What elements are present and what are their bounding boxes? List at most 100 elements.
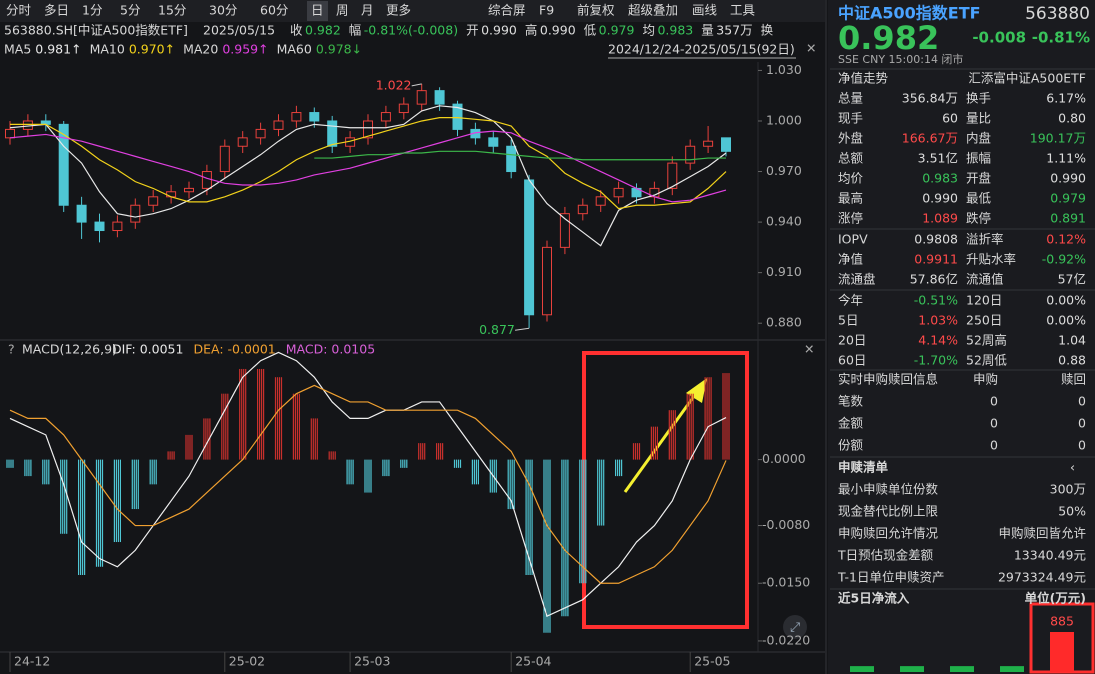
toolbar-tab[interactable]: 周 [336,3,349,18]
quote-value: 0.88 [1058,353,1086,368]
high-pointer [411,83,422,87]
ma-line [9,105,727,247]
quote-value: 6.17% [1046,91,1086,106]
flow-bar [850,666,874,672]
candle-body [219,145,230,173]
section-title: 申赎清单 [838,460,889,475]
toolbar-tab[interactable]: 更多 [386,3,411,18]
quote-label: IOPV [838,232,868,247]
expand-icon[interactable]: ⤢ [790,621,800,636]
candle-body [237,137,248,147]
row-label: 份额 [838,438,864,453]
market-status: SSE CNY 15:00:14 闭市 [838,52,963,66]
quote-label: 总额 [838,151,864,166]
ma-value: 0.978↓ [316,42,362,57]
row-value: 0 [1078,438,1086,453]
quote-panel-bg [828,0,1095,674]
candle-body [542,246,552,316]
flow-bar [1000,666,1024,672]
date: 2025/05/15 [203,23,275,38]
y-tick-label: 1.000 [766,112,802,127]
toolbar-button[interactable]: 超级叠加 [628,3,678,18]
fund-code: 563880 [1025,4,1090,24]
candle-body [559,213,570,248]
nav-link[interactable]: 净值走势 [838,71,889,86]
toolbar-button[interactable]: 前复权 [577,3,615,18]
y-tick-label: 0.880 [766,315,802,330]
quote-label: 52周低 [966,353,1007,368]
row-label: 笔数 [838,394,864,409]
quote-value: 0.9911 [914,252,958,267]
date-range: 2024/12/24-2025/05/15(92日) [608,42,795,57]
toolbar-button[interactable]: 画线 [692,3,718,18]
row-label: T日预估现金差额 [837,548,934,563]
candle-body [613,187,624,198]
candle-body [130,204,141,223]
y-tick-label: -0.0080 [762,517,810,532]
arrow [623,391,699,493]
quote-label: 总量 [838,91,863,106]
quote-value: 1.11% [1046,151,1086,166]
collapse-icon[interactable]: ‹ [1070,460,1075,475]
info-value: 0.990 [481,23,517,38]
toolbar-tab[interactable]: 月 [361,3,374,18]
ma-line [314,150,726,161]
toolbar-tab[interactable]: 15分 [158,3,186,18]
toolbar-tab[interactable]: 多日 [44,3,69,18]
toolbar-button[interactable]: 工具 [730,3,756,18]
close-icon[interactable]: ✕ [804,342,814,357]
quote-value: 0.983 [922,171,958,186]
col-header: 申购 [973,372,998,387]
expand-button[interactable] [783,615,807,639]
x-tick-label: 24-12 [14,654,50,669]
info-value: -0.81%(-0.008) [364,23,458,38]
row-label: 金额 [838,416,864,431]
info-value: 0.979 [599,23,635,38]
quote-value: 1.089 [922,211,958,226]
info-label: 幅 [349,23,362,38]
ma-label: MA20 [183,42,218,57]
row-value: 50% [1058,504,1086,519]
arrow-head [686,378,707,403]
candle-body [166,191,177,198]
toolbar-tab[interactable]: 1分 [82,3,102,18]
candle-body [201,171,212,189]
quote-value: 57.86亿 [910,272,958,287]
high-label: 1.022 [376,77,412,92]
row-value: 2973324.49元 [998,570,1086,585]
toolbar-tab[interactable]: 30分 [209,3,237,18]
quote-value: 0.891 [1050,211,1086,226]
toolbar-tab[interactable]: 5分 [120,3,140,18]
quote-label: 现手 [838,111,863,126]
quote-label: 均价 [838,171,864,186]
info-value: 0.990 [540,23,576,38]
quote-value: 0.00% [1046,313,1086,328]
candle-body [273,120,284,130]
quote-label: 60日 [838,353,866,368]
candle-body [488,137,499,147]
candle-body [309,112,320,122]
help-icon[interactable]: ? [8,342,15,357]
quote-label: 内盘 [966,131,991,146]
quote-label: 量比 [966,111,991,126]
toolbar-tab[interactable]: 日 [311,3,324,18]
info-label: 换 [761,23,774,38]
info-label: 量 [701,23,714,38]
macd-line [9,351,727,618]
low-pointer [515,327,530,331]
close-icon[interactable]: ✕ [806,41,816,56]
toolbar-tab[interactable]: 60分 [260,3,288,18]
quote-label: 涨停 [838,211,863,226]
info-label: 高 [525,23,538,38]
quote-label: 跌停 [966,211,991,226]
toolbar-button[interactable]: F9 [539,3,554,18]
toolbar-tab[interactable]: 分时 [6,3,32,18]
quote-label: 净值 [838,252,863,267]
quote-label: 流通值 [966,272,1004,287]
toolbar-button[interactable]: 综合屏 [488,3,526,18]
y-tick-label: -0.0150 [762,575,810,590]
candle-body [363,120,373,139]
info-value: 0.983 [657,23,693,38]
quote-label: 开盘 [966,171,991,186]
